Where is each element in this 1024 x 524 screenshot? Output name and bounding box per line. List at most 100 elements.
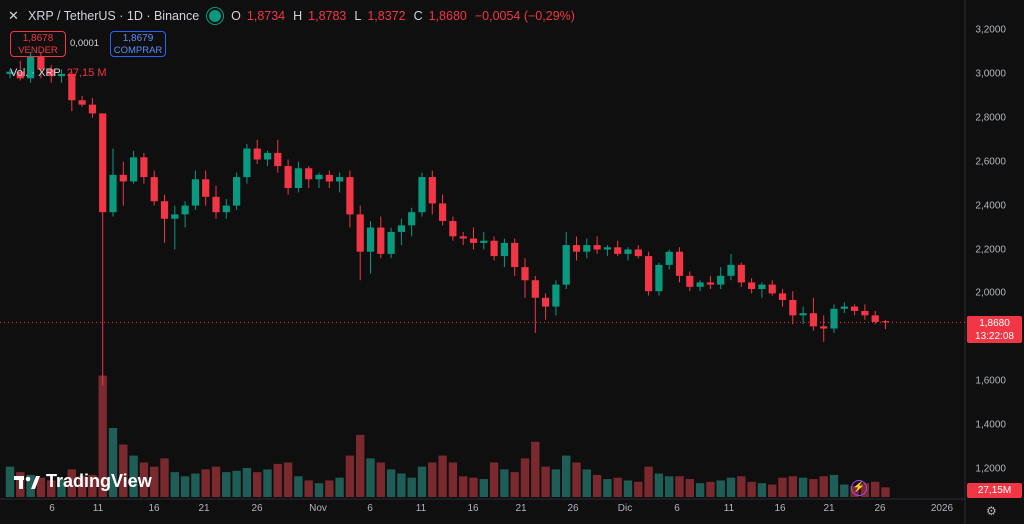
candle: [665, 249, 673, 270]
candle: [758, 282, 766, 298]
volume-legend-label: Vol. · XRP: [10, 67, 61, 79]
candle: [305, 166, 313, 189]
candle-body: [655, 264, 663, 292]
candle-body: [336, 177, 344, 182]
logo-text: TradingView: [46, 471, 152, 491]
candle: [717, 267, 725, 290]
volume-bar: [541, 466, 550, 497]
sell-button[interactable]: 1,8678 VENDER: [10, 31, 66, 57]
candle: [366, 220, 375, 274]
candle-body: [428, 177, 436, 204]
candle: [675, 247, 684, 283]
candle-body: [748, 282, 756, 290]
volume-bar: [798, 477, 808, 497]
volume-bar: [263, 469, 272, 497]
candle: [768, 280, 776, 296]
candle-body: [78, 100, 86, 105]
symbol-title[interactable]: XRP / TetherUS · 1D · Binance: [28, 9, 200, 23]
candle: [191, 170, 199, 210]
candle: [809, 297, 817, 331]
candle: [346, 170, 354, 228]
candle-body: [572, 245, 581, 252]
candle: [500, 238, 508, 268]
candle-body: [593, 245, 601, 250]
volume-bar: [757, 483, 767, 497]
candle-body: [346, 177, 354, 215]
time-tick-label: 21: [515, 503, 527, 514]
volume-bar: [726, 477, 736, 497]
candle-body: [387, 231, 395, 254]
candle: [294, 161, 302, 193]
volume-bar: [438, 455, 447, 497]
time-tick-label: 6: [49, 503, 55, 514]
time-tick-label: 11: [415, 503, 427, 514]
candle: [562, 231, 570, 290]
candle: [181, 201, 189, 228]
last-price-tag: 1,8680 13:22:08: [967, 316, 1022, 343]
candle-body: [99, 113, 107, 213]
candle-body: [181, 205, 189, 215]
volume-legend[interactable]: Vol. · XRP 27,15 M: [10, 67, 107, 79]
close-value: 1,8680: [428, 9, 467, 23]
volume-bar: [417, 466, 427, 497]
volume-bar: [314, 483, 324, 497]
volume-legend-value: 27,15 M: [66, 67, 107, 79]
candle: [655, 262, 663, 296]
candle-body: [377, 227, 385, 254]
candle-body: [140, 157, 148, 178]
candle: [469, 227, 478, 250]
volume-bar: [489, 462, 499, 497]
tradingview-logo[interactable]: TradingView: [14, 471, 152, 492]
candle: [820, 315, 828, 342]
candle: [840, 302, 848, 314]
candle-body: [840, 306, 848, 309]
candle: [552, 280, 560, 316]
candle-body: [191, 179, 199, 206]
candle: [315, 172, 323, 189]
candle: [748, 278, 756, 294]
high-label: H: [293, 9, 303, 23]
volume-bar: [191, 473, 200, 497]
buy-button[interactable]: 1,8679 COMPRAR: [110, 31, 166, 57]
candle: [68, 71, 76, 112]
volume-bar: [407, 477, 416, 497]
volume-bar: [871, 481, 880, 497]
candle-body: [325, 174, 333, 182]
lightning-icon[interactable]: ⚡: [851, 480, 867, 496]
candle: [88, 98, 96, 118]
candle-body: [768, 284, 776, 294]
candle: [799, 306, 807, 325]
candle-body: [861, 310, 869, 316]
volume-bar: [459, 476, 468, 497]
change-value: −0,0054 (−0,29%): [474, 9, 575, 23]
volume-bar: [150, 466, 159, 497]
candle: [418, 172, 426, 217]
volume-bar: [283, 462, 293, 497]
volume-bar: [819, 476, 828, 497]
candle: [871, 310, 879, 325]
candle-body: [243, 148, 251, 178]
candle-body: [88, 104, 96, 114]
market-open-dot-icon[interactable]: [207, 8, 224, 24]
candle: [27, 51, 35, 83]
candle-body: [408, 212, 416, 226]
candle-body: [696, 282, 704, 287]
candle-body: [119, 174, 127, 182]
volume-bar: [706, 481, 715, 497]
gear-icon[interactable]: ⚙: [986, 504, 997, 518]
volume-bar: [778, 477, 787, 497]
volume-bar: [582, 469, 591, 497]
time-tick-label: 2026: [930, 503, 954, 514]
volume-bar: [397, 473, 406, 497]
volume-bar: [386, 469, 396, 497]
price-tick-label: 1,6000: [975, 375, 1006, 387]
candle: [336, 172, 344, 193]
candle: [614, 240, 622, 257]
candle: [542, 293, 550, 320]
candle: [449, 216, 457, 241]
volume-bar: [613, 477, 622, 497]
open-value: 1,8734: [246, 9, 286, 23]
volume-bar: [366, 458, 375, 497]
candle: [603, 245, 611, 257]
